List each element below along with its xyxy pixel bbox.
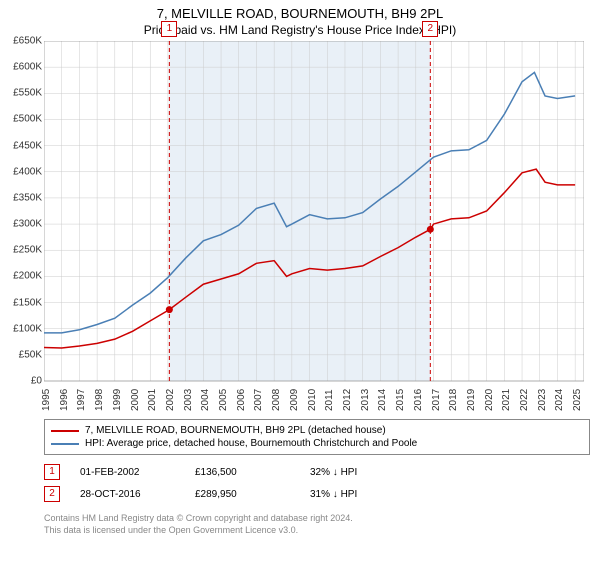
row-date: 28-OCT-2016: [80, 489, 175, 500]
row-date: 01-FEB-2002: [80, 467, 175, 478]
y-axis-label: £250K: [0, 245, 42, 256]
x-axis-label: 2016: [413, 389, 424, 411]
x-axis-label: 2021: [501, 389, 512, 411]
legend-label: HPI: Average price, detached house, Bour…: [85, 438, 417, 449]
x-axis-label: 2011: [324, 389, 335, 411]
y-axis-label: £100K: [0, 323, 42, 334]
row-delta: 31% ↓ HPI: [310, 489, 405, 500]
footer-text: Contains HM Land Registry data © Crown c…: [44, 513, 590, 536]
y-axis-label: £0: [0, 376, 42, 387]
x-axis-label: 2015: [395, 389, 406, 411]
legend: 7, MELVILLE ROAD, BOURNEMOUTH, BH9 2PL (…: [44, 419, 590, 455]
y-axis-label: £400K: [0, 166, 42, 177]
chart-marker: 1: [161, 21, 177, 37]
x-axis-label: 2020: [484, 389, 495, 411]
x-axis-label: 2012: [342, 389, 353, 411]
x-axis-label: 1997: [76, 389, 87, 411]
legend-swatch: [51, 443, 79, 445]
x-axis-label: 2023: [537, 389, 548, 411]
chart-title: 7, MELVILLE ROAD, BOURNEMOUTH, BH9 2PL: [0, 6, 600, 21]
legend-swatch: [51, 430, 79, 432]
y-axis-label: £650K: [0, 36, 42, 47]
x-axis-label: 2008: [271, 389, 282, 411]
y-axis-label: £300K: [0, 219, 42, 230]
y-axis-label: £600K: [0, 62, 42, 73]
x-axis-label: 2014: [377, 389, 388, 411]
transactions-table: 1 01-FEB-2002 £136,500 32% ↓ HPI 2 28-OC…: [44, 461, 590, 505]
chart-marker: 2: [422, 21, 438, 37]
x-axis-label: 2009: [289, 389, 300, 411]
chart-area: £0£50K£100K£150K£200K£250K£300K£350K£400…: [44, 41, 584, 411]
row-delta: 32% ↓ HPI: [310, 467, 405, 478]
x-axis-label: 2010: [307, 389, 318, 411]
x-axis-label: 2000: [130, 389, 141, 411]
x-axis-label: 2017: [431, 389, 442, 411]
y-axis-label: £450K: [0, 140, 42, 151]
x-axis-label: 2022: [519, 389, 530, 411]
row-price: £136,500: [195, 467, 290, 478]
legend-item: 7, MELVILLE ROAD, BOURNEMOUTH, BH9 2PL (…: [51, 424, 583, 437]
y-axis-label: £150K: [0, 297, 42, 308]
table-row: 1 01-FEB-2002 £136,500 32% ↓ HPI: [44, 461, 590, 483]
x-axis-label: 2002: [165, 389, 176, 411]
x-axis-label: 2007: [253, 389, 264, 411]
x-axis-label: 2004: [200, 389, 211, 411]
legend-item: HPI: Average price, detached house, Bour…: [51, 437, 583, 450]
x-axis-label: 2005: [218, 389, 229, 411]
x-axis-label: 2001: [147, 389, 158, 411]
chart-svg: [44, 41, 584, 411]
x-axis-label: 2003: [183, 389, 194, 411]
x-axis-label: 1995: [41, 389, 52, 411]
x-axis-label: 1999: [112, 389, 123, 411]
row-marker: 2: [44, 486, 60, 502]
legend-label: 7, MELVILLE ROAD, BOURNEMOUTH, BH9 2PL (…: [85, 425, 386, 436]
row-price: £289,950: [195, 489, 290, 500]
x-axis-label: 1998: [94, 389, 105, 411]
x-axis-label: 2024: [554, 389, 565, 411]
chart-subtitle: Price paid vs. HM Land Registry's House …: [0, 23, 600, 37]
x-axis-label: 2006: [236, 389, 247, 411]
x-axis-label: 1996: [59, 389, 70, 411]
x-axis-label: 2018: [448, 389, 459, 411]
x-axis-label: 2025: [572, 389, 583, 411]
y-axis-label: £50K: [0, 349, 42, 360]
x-axis-label: 2019: [466, 389, 477, 411]
footer-line: Contains HM Land Registry data © Crown c…: [44, 513, 590, 525]
y-axis-label: £550K: [0, 88, 42, 99]
row-marker: 1: [44, 464, 60, 480]
y-axis-label: £500K: [0, 114, 42, 125]
table-row: 2 28-OCT-2016 £289,950 31% ↓ HPI: [44, 483, 590, 505]
y-axis-label: £350K: [0, 192, 42, 203]
x-axis-label: 2013: [360, 389, 371, 411]
y-axis-label: £200K: [0, 271, 42, 282]
footer-line: This data is licensed under the Open Gov…: [44, 525, 590, 537]
